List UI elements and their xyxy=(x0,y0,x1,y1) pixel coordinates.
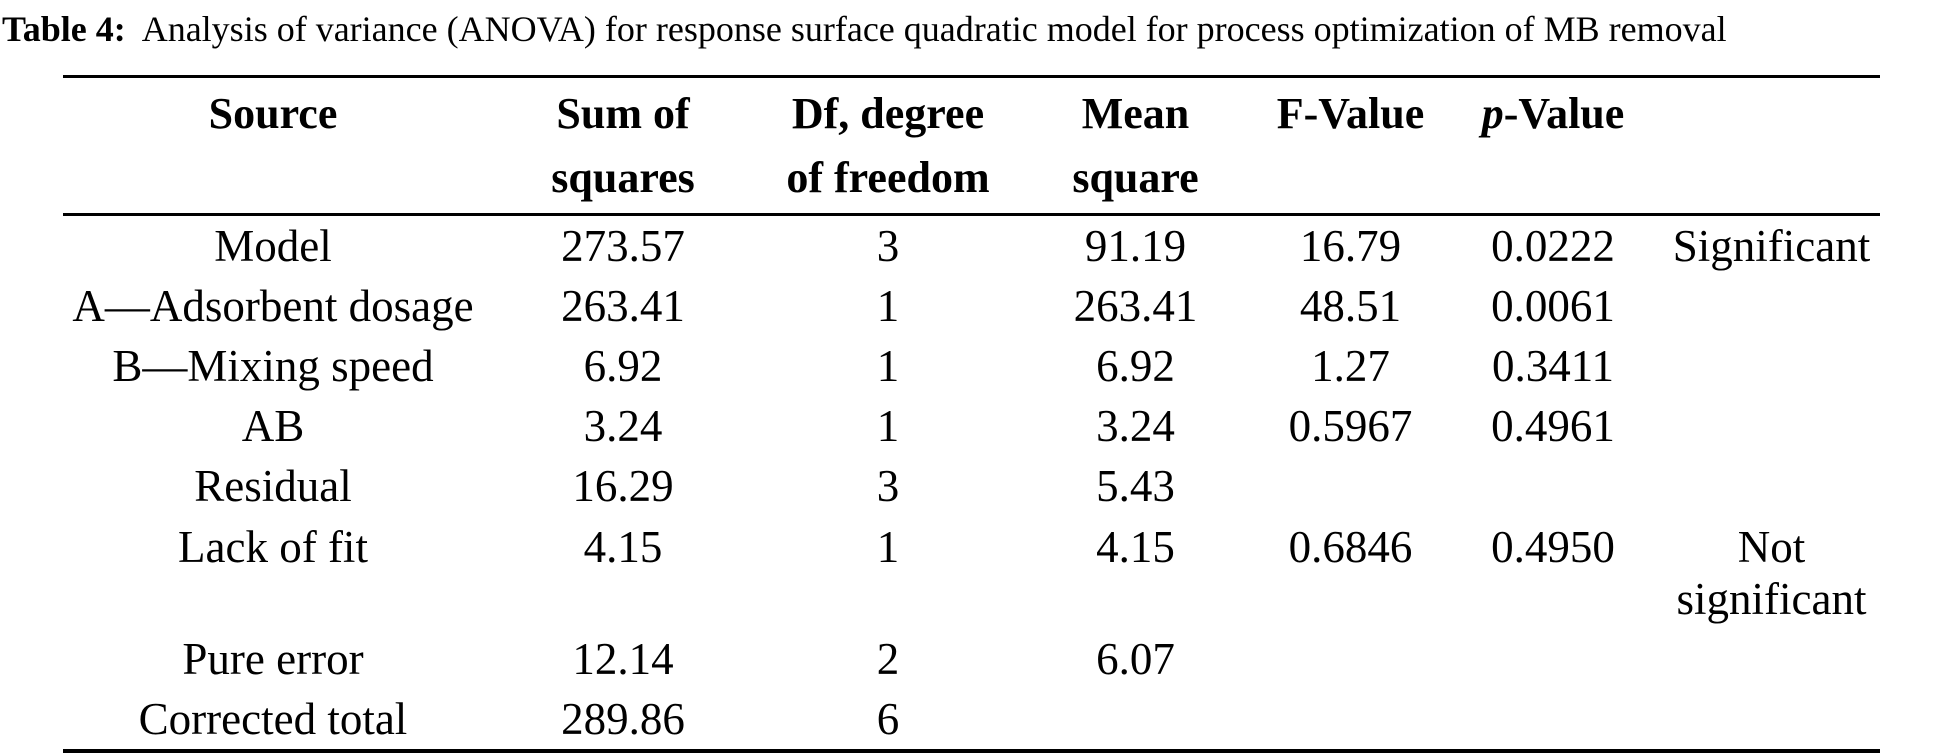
table-row: Residual 16.29 3 5.43 xyxy=(63,456,1880,516)
column-header-mean-square: Mean square xyxy=(1013,76,1258,216)
table-row: Model 273.57 3 91.19 16.79 0.0222 Signif… xyxy=(63,214,1880,276)
table-caption-text: Analysis of variance (ANOVA) for respons… xyxy=(141,9,1727,49)
cell-f-value: 1.27 xyxy=(1311,341,1390,392)
cell-f-value xyxy=(1258,689,1443,751)
cell-p-value: 0.3411 xyxy=(1491,341,1615,392)
cell-mean-square: 5.43 xyxy=(1096,461,1175,512)
cell-sum-of-squares: 12.14 xyxy=(572,633,674,684)
table-row: AB 3.24 1 3.24 0.5967 0.4961 xyxy=(63,396,1880,456)
table-caption-label: Table 4: xyxy=(2,9,126,49)
column-header-p-value: p-Value xyxy=(1443,76,1663,216)
table-row: Corrected total 289.86 6 xyxy=(63,689,1880,751)
column-header-f-value: F-Value xyxy=(1258,76,1443,216)
cell-p-value: 0.4950 xyxy=(1491,521,1615,572)
column-header-source: Source xyxy=(63,76,483,216)
cell-p-value: 0.0222 xyxy=(1491,220,1615,271)
cell-mean-square: 91.19 xyxy=(1084,220,1187,271)
cell-sum-of-squares: 273.57 xyxy=(561,220,685,271)
cell-df: 1 xyxy=(876,401,900,452)
cell-f-value xyxy=(1258,456,1443,516)
cell-source: Residual xyxy=(194,461,352,512)
cell-mean-square: 3.24 xyxy=(1096,401,1175,452)
header-row: Source Sum of squares Df, degree of free… xyxy=(63,76,1880,216)
cell-df: 2 xyxy=(876,633,900,684)
table-row: B—Mixing speed 6.92 1 6.92 1.27 0.3411 xyxy=(63,336,1880,396)
cell-df: 1 xyxy=(876,341,900,392)
table-caption: Table 4: Analysis of variance (ANOVA) for… xyxy=(2,8,1955,51)
table-row: Lack of fit 4.15 1 4.15 0.6846 0.4950 No… xyxy=(63,517,1880,629)
cell-source: A—Adsorbent dosage xyxy=(72,280,474,331)
cell-p-value xyxy=(1443,629,1663,689)
column-header-df: Df, degree of freedom xyxy=(763,76,1013,216)
column-header-note xyxy=(1663,76,1880,216)
cell-df: 1 xyxy=(876,521,900,572)
cell-source: Pure error xyxy=(182,633,364,684)
cell-f-value: 0.6846 xyxy=(1288,521,1413,572)
cell-note xyxy=(1663,336,1880,396)
anova-table: Source Sum of squares Df, degree of free… xyxy=(63,75,1880,754)
cell-note xyxy=(1663,689,1880,751)
cell-note xyxy=(1663,456,1880,516)
cell-mean-square: 6.07 xyxy=(1096,633,1175,684)
cell-sum-of-squares: 16.29 xyxy=(572,461,674,512)
column-header-sum-of-squares: Sum of squares xyxy=(483,76,763,216)
cell-df: 3 xyxy=(876,220,900,271)
cell-source: Model xyxy=(214,220,332,271)
table-row: A—Adsorbent dosage 263.41 1 263.41 48.51… xyxy=(63,276,1880,336)
cell-mean-square: 4.15 xyxy=(1096,521,1175,572)
cell-note: Not significant xyxy=(1676,521,1867,624)
cell-mean-square xyxy=(1013,689,1258,751)
cell-f-value: 48.51 xyxy=(1299,280,1402,331)
table-row: Pure error 12.14 2 6.07 xyxy=(63,629,1880,689)
cell-mean-square: 263.41 xyxy=(1073,280,1198,331)
cell-f-value: 0.5967 xyxy=(1288,401,1413,452)
cell-note xyxy=(1663,629,1880,689)
p-value-letter: p xyxy=(1481,89,1504,139)
cell-df: 1 xyxy=(876,280,900,331)
cell-source: Corrected total xyxy=(138,694,408,745)
cell-p-value xyxy=(1443,456,1663,516)
cell-f-value xyxy=(1258,629,1443,689)
cell-p-value: 0.4961 xyxy=(1491,401,1615,452)
cell-note: Significant xyxy=(1672,220,1871,271)
cell-source: B—Mixing speed xyxy=(112,341,434,392)
cell-sum-of-squares: 289.86 xyxy=(561,694,685,745)
cell-sum-of-squares: 263.41 xyxy=(561,280,685,331)
cell-p-value: 0.0061 xyxy=(1491,280,1615,331)
cell-source: Lack of fit xyxy=(178,521,368,572)
cell-sum-of-squares: 6.92 xyxy=(583,341,663,392)
cell-df: 6 xyxy=(876,694,900,745)
cell-f-value: 16.79 xyxy=(1299,220,1402,271)
cell-note xyxy=(1663,276,1880,336)
cell-note xyxy=(1663,396,1880,456)
p-value-suffix: -Value xyxy=(1503,89,1625,139)
cell-mean-square: 6.92 xyxy=(1096,341,1175,392)
cell-p-value xyxy=(1443,689,1663,751)
cell-df: 3 xyxy=(876,461,900,512)
cell-sum-of-squares: 4.15 xyxy=(583,521,663,572)
cell-source: AB xyxy=(241,401,305,452)
cell-sum-of-squares: 3.24 xyxy=(583,401,663,452)
